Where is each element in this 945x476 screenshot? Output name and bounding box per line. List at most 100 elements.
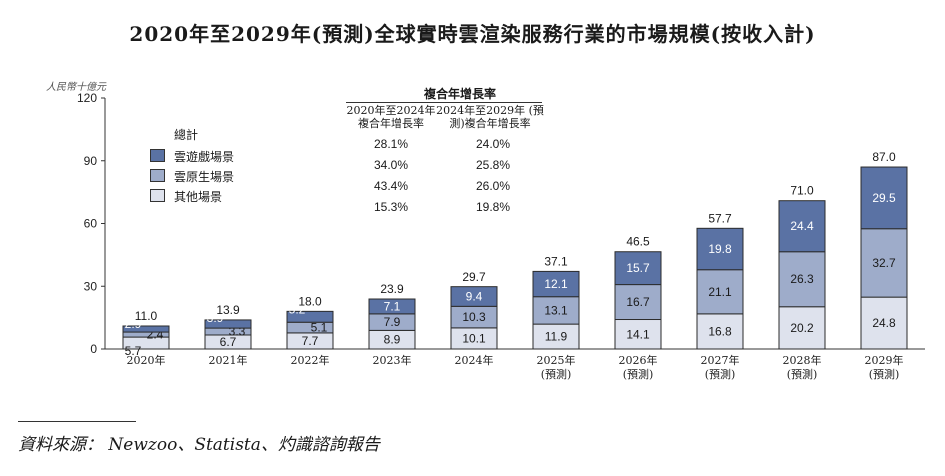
x-tick-label: 2020年: [127, 353, 166, 367]
data-label: 19.8: [708, 242, 732, 256]
bar-gaming: [122, 325, 170, 333]
data-label: 9.4: [466, 289, 483, 303]
total-label: 18.0: [298, 294, 322, 308]
data-label: 21.1: [708, 285, 732, 299]
legend-swatch: [150, 189, 165, 202]
x-tick-sublabel: (預測): [787, 367, 818, 381]
data-label: 2.9: [125, 317, 142, 331]
cagr-value: 26.0%: [475, 179, 511, 193]
x-tick-label: 2021年: [209, 353, 248, 367]
total-label: 87.0: [872, 150, 896, 164]
x-tick-label: 2027年: [701, 353, 740, 367]
cagr-value: 15.3%: [373, 200, 409, 214]
data-label: 6.7: [220, 335, 237, 349]
cagr-value: 43.4%: [373, 179, 409, 193]
legend-label: 雲原生場景: [174, 170, 235, 184]
bar-gaming: [450, 286, 498, 307]
data-label: 12.1: [544, 277, 568, 291]
cagr-col2-header: 2024年至2029年 (預測)複合年增長率: [436, 104, 544, 130]
total-label: 29.7: [462, 270, 486, 284]
x-tick-label: 2025年: [537, 353, 576, 367]
y-tick-label: 30: [84, 279, 98, 293]
bar-native: [696, 269, 744, 315]
x-tick-label: 2028年: [783, 353, 822, 367]
total-label: 57.7: [708, 211, 732, 225]
bar-gaming: [860, 166, 908, 230]
cagr-value: 25.8%: [475, 158, 511, 172]
legend-swatch: [150, 149, 165, 162]
x-tick-sublabel: (預測): [705, 367, 736, 381]
legend-label: 雲遊戲場景: [174, 150, 235, 164]
x-tick-label: 2029年: [865, 353, 904, 367]
bar-other: [614, 319, 662, 350]
total-label: 23.9: [380, 282, 404, 296]
data-label: 26.3: [790, 272, 814, 286]
cagr-value: 19.8%: [475, 200, 511, 214]
cagr-value: 34.0%: [373, 158, 409, 172]
data-label: 10.1: [462, 331, 486, 345]
data-label: 24.4: [790, 219, 814, 233]
data-label: 14.1: [626, 327, 650, 341]
x-tick-sublabel: (預測): [623, 367, 654, 381]
bar-native: [778, 251, 826, 308]
bar-gaming: [778, 200, 826, 253]
bar-gaming: [532, 270, 580, 298]
y-tick-label: 90: [84, 154, 98, 168]
cagr-title: 複合年增長率: [423, 87, 496, 101]
data-label: 15.7: [626, 261, 650, 275]
x-tick-sublabel: (預測): [541, 367, 572, 381]
data-label: 7.9: [384, 315, 401, 329]
y-tick-label: 60: [84, 217, 98, 231]
total-label: 37.1: [544, 254, 568, 268]
data-label: 11.9: [545, 330, 568, 344]
legend-swatch: [150, 169, 165, 182]
chart-title: 2020年至2029年(預測)全球實時雲渲染服務行業的市場規模(按收入計): [129, 22, 816, 46]
bar-gaming: [286, 310, 334, 323]
bar-native: [532, 296, 580, 325]
x-tick-label: 2022年: [291, 353, 330, 367]
data-label: 29.5: [872, 191, 896, 205]
x-tick-label: 2026年: [619, 353, 658, 367]
cagr-value: 28.1%: [373, 137, 409, 151]
total-label: 71.0: [790, 183, 814, 197]
data-label: 16.7: [626, 295, 650, 309]
data-label: 7.1: [384, 299, 401, 313]
data-label: 16.8: [708, 324, 732, 338]
bar-native: [860, 228, 908, 298]
total-label: 46.5: [626, 235, 650, 249]
bar-other: [696, 313, 744, 350]
cagr-value: 24.0%: [475, 137, 511, 151]
x-tick-label: 2023年: [373, 353, 412, 367]
data-label: 20.2: [790, 321, 814, 335]
bar-gaming: [204, 319, 252, 329]
total-label: 11.0: [135, 309, 158, 323]
bar-other: [860, 296, 908, 350]
data-label: 13.1: [544, 303, 568, 317]
data-label: 7.7: [302, 334, 319, 348]
source-note: 資料來源： Newzoo、Statista、灼識諮詢報告: [18, 435, 380, 455]
bar-other: [532, 323, 580, 350]
data-label: 3.9: [207, 311, 224, 325]
data-label: 5.7: [125, 344, 142, 358]
y-tick-label: 120: [77, 91, 97, 105]
data-label: 5.1: [311, 321, 328, 335]
bar-gaming: [368, 298, 416, 315]
legend-title: 總計: [174, 128, 199, 142]
data-label: 32.7: [872, 256, 896, 270]
unit-label: 人民幣十億元: [46, 82, 106, 93]
x-tick-sublabel: (預測): [869, 367, 900, 381]
data-label: 5.2: [289, 302, 306, 316]
source-divider: [18, 421, 136, 422]
bar-native: [614, 284, 662, 321]
cagr-divider: [346, 102, 542, 103]
bar-gaming: [614, 251, 662, 286]
x-tick-label: 2024年: [455, 353, 494, 367]
legend-label: 其他場景: [174, 190, 223, 204]
bar-gaming: [696, 227, 744, 271]
cagr-col1-header: 2020年至2024年 複合年增長率: [346, 104, 436, 130]
data-label: 8.9: [384, 333, 401, 347]
data-label: 10.3: [462, 310, 486, 324]
data-label: 24.8: [872, 316, 896, 330]
total-label: 13.9: [216, 303, 240, 317]
